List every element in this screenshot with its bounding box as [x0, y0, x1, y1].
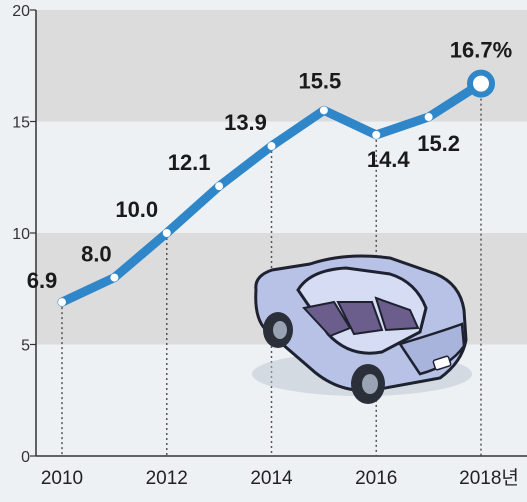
y-tick-label: 10: [12, 226, 30, 243]
data-label: 6.9: [27, 268, 58, 293]
background-bands: [36, 10, 527, 456]
data-point: [267, 142, 276, 151]
y-tick-label: 15: [12, 115, 30, 132]
data-point-highlight: [467, 69, 495, 98]
data-point: [319, 106, 328, 115]
x-tick-label: 2016: [355, 468, 397, 489]
y-tick-label: 20: [12, 3, 30, 20]
data-points: [58, 69, 495, 307]
x-tick-label: 2014: [250, 468, 293, 489]
data-point: [58, 298, 66, 307]
data-point: [372, 130, 381, 139]
data-label: 12.1: [168, 150, 211, 175]
data-point: [424, 113, 433, 122]
axes: [30, 9, 527, 457]
data-label: 14.4: [367, 147, 411, 172]
y-tick-labels: 0 5 10 15 20: [12, 3, 30, 466]
data-point: [215, 182, 224, 191]
data-label: 16.7%: [450, 38, 512, 63]
data-point: [110, 273, 119, 282]
y-tick-label: 5: [21, 338, 30, 355]
y-tick-label: 0: [21, 449, 30, 466]
data-labels: 6.9 8.010.0 12.1 13.9 15.5 14.415.2 16.7%: [27, 38, 512, 294]
data-label: 15.5: [298, 68, 341, 93]
data-label: 8.0: [81, 242, 112, 267]
data-label: 15.2: [417, 131, 460, 156]
data-point: [162, 229, 171, 237]
x-tick-labels: 2010 2012 2014 2016 2018년: [41, 467, 519, 489]
x-tick-label: 2018년: [459, 467, 519, 489]
data-label: 13.9: [224, 110, 267, 135]
x-tick-label: 2012: [146, 468, 188, 489]
car-icon: [252, 254, 472, 404]
data-label: 10.0: [115, 197, 158, 222]
x-tick-label: 2010: [41, 468, 83, 489]
